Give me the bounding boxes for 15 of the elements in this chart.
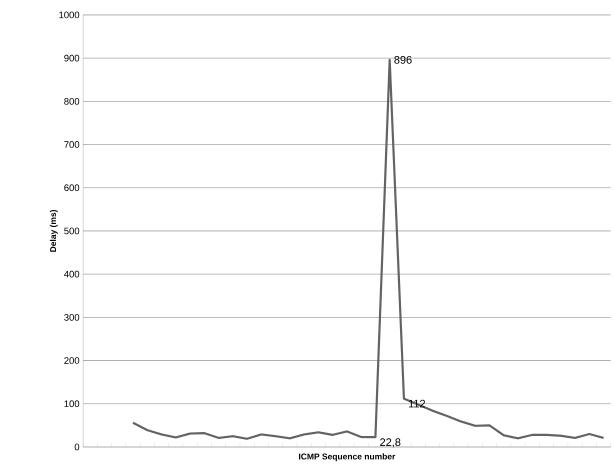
y-axis-title: Delay (ms) <box>50 210 58 252</box>
x-axis-title: ICMP Sequence number <box>299 453 396 462</box>
y-tick-label: 500 <box>64 228 80 234</box>
y-tick-label: 300 <box>64 314 80 321</box>
y-tick-label: 900 <box>64 54 80 62</box>
y-tick-label: 1000 <box>59 12 80 18</box>
y-tick-label: 400 <box>64 270 80 278</box>
data-label: 896 <box>394 56 412 64</box>
y-tick-label: 200 <box>64 357 80 364</box>
data-label: 22,8 <box>380 438 400 448</box>
y-tick-label: 600 <box>64 184 80 192</box>
y-tick-label: 100 <box>64 400 80 408</box>
y-tick-label: 0 <box>74 444 80 450</box>
y-tick-label: 800 <box>64 98 80 105</box>
y-tick-label: 700 <box>64 141 80 148</box>
